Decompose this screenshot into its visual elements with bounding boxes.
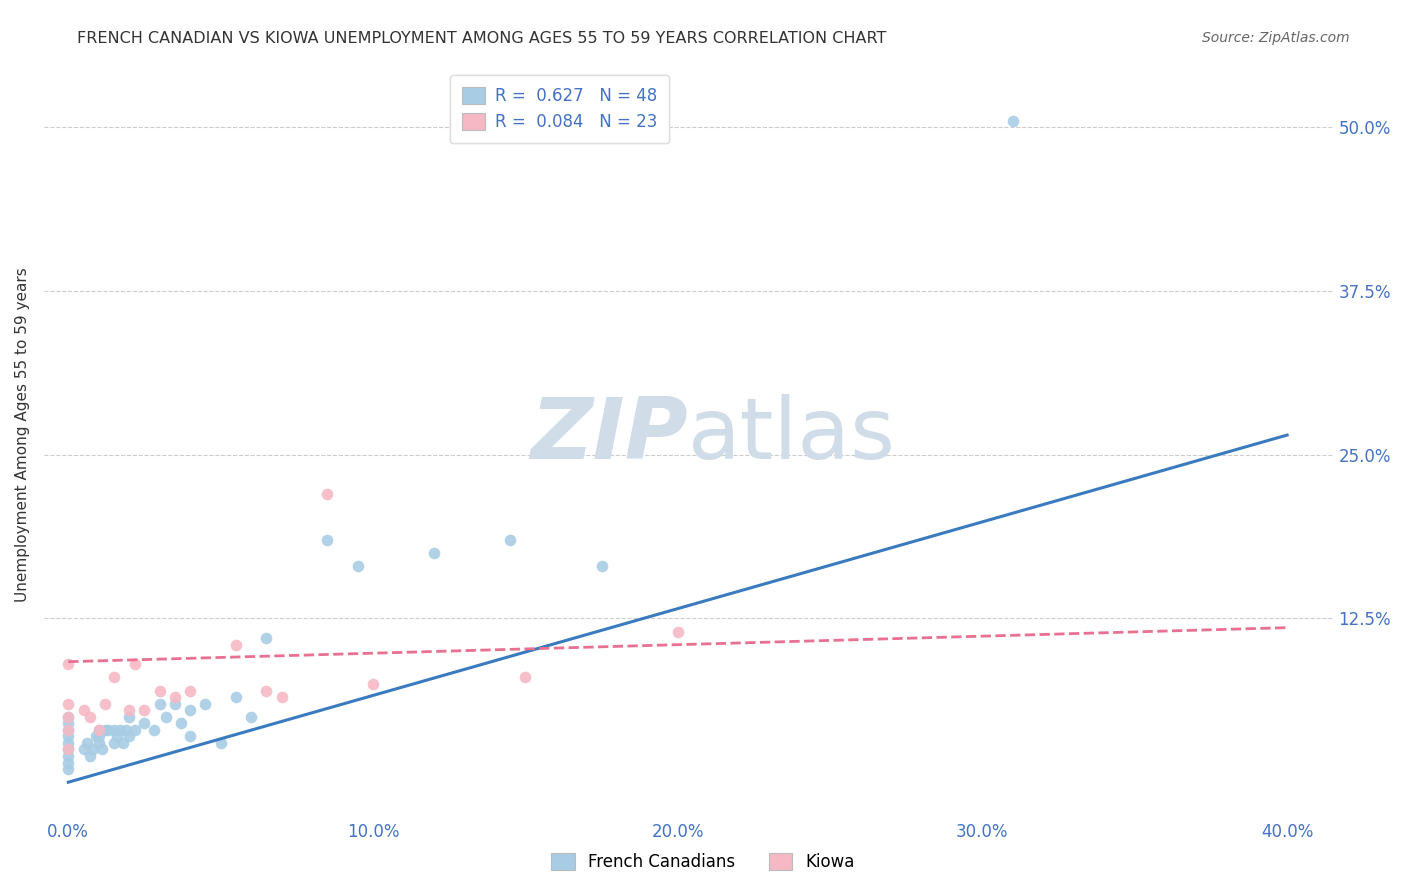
- Point: [87, 723, 110, 737]
- Point: [254, 683, 277, 698]
- Point: [179, 730, 201, 744]
- Point: [124, 723, 146, 737]
- Point: [94, 723, 117, 737]
- Point: [72, 703, 94, 717]
- Point: [240, 710, 263, 724]
- Point: [225, 638, 247, 652]
- Point: [179, 683, 201, 698]
- Text: atlas: atlas: [689, 393, 897, 476]
- Point: [316, 487, 339, 501]
- Point: [118, 703, 141, 717]
- Point: [58, 710, 80, 724]
- Point: [423, 546, 446, 560]
- Y-axis label: Unemployment Among Ages 55 to 59 years: Unemployment Among Ages 55 to 59 years: [15, 268, 30, 602]
- Point: [58, 756, 80, 770]
- Point: [124, 657, 146, 672]
- Point: [163, 690, 186, 704]
- Point: [346, 559, 368, 574]
- Point: [134, 716, 156, 731]
- Point: [72, 742, 94, 756]
- Point: [515, 670, 537, 684]
- Point: [58, 716, 80, 731]
- Point: [499, 533, 522, 547]
- Point: [58, 762, 80, 776]
- Point: [118, 730, 141, 744]
- Point: [361, 677, 384, 691]
- Point: [134, 703, 156, 717]
- Point: [316, 533, 339, 547]
- Point: [142, 723, 165, 737]
- Point: [225, 690, 247, 704]
- Point: [58, 742, 80, 756]
- Point: [112, 736, 135, 750]
- Point: [94, 697, 117, 711]
- Point: [194, 697, 217, 711]
- Point: [58, 710, 80, 724]
- Point: [149, 683, 172, 698]
- Point: [270, 690, 292, 704]
- Text: ZIP: ZIP: [530, 393, 689, 476]
- Point: [58, 730, 80, 744]
- Point: [1001, 113, 1024, 128]
- Point: [103, 723, 125, 737]
- Point: [82, 742, 104, 756]
- Point: [87, 723, 110, 737]
- Point: [591, 559, 613, 574]
- Point: [118, 710, 141, 724]
- Point: [170, 716, 193, 731]
- Point: [108, 723, 131, 737]
- Point: [84, 730, 107, 744]
- Point: [179, 703, 201, 717]
- Point: [103, 736, 125, 750]
- Point: [79, 710, 101, 724]
- Point: [58, 657, 80, 672]
- Point: [209, 736, 232, 750]
- Point: [58, 742, 80, 756]
- Point: [87, 730, 110, 744]
- Point: [97, 723, 120, 737]
- Legend: French Canadians, Kiowa: French Canadians, Kiowa: [543, 845, 863, 880]
- Point: [58, 736, 80, 750]
- Point: [254, 631, 277, 645]
- Point: [105, 730, 128, 744]
- Point: [155, 710, 177, 724]
- Point: [79, 749, 101, 764]
- Point: [103, 670, 125, 684]
- Point: [58, 723, 80, 737]
- Text: Source: ZipAtlas.com: Source: ZipAtlas.com: [1202, 31, 1350, 45]
- Point: [76, 736, 98, 750]
- Point: [58, 723, 80, 737]
- Point: [90, 742, 112, 756]
- Point: [666, 624, 689, 639]
- Point: [115, 723, 138, 737]
- Point: [58, 697, 80, 711]
- Point: [163, 697, 186, 711]
- Point: [87, 736, 110, 750]
- Legend: R =  0.627   N = 48, R =  0.084   N = 23: R = 0.627 N = 48, R = 0.084 N = 23: [450, 75, 669, 143]
- Point: [58, 749, 80, 764]
- Point: [149, 697, 172, 711]
- Text: FRENCH CANADIAN VS KIOWA UNEMPLOYMENT AMONG AGES 55 TO 59 YEARS CORRELATION CHAR: FRENCH CANADIAN VS KIOWA UNEMPLOYMENT AM…: [77, 31, 887, 46]
